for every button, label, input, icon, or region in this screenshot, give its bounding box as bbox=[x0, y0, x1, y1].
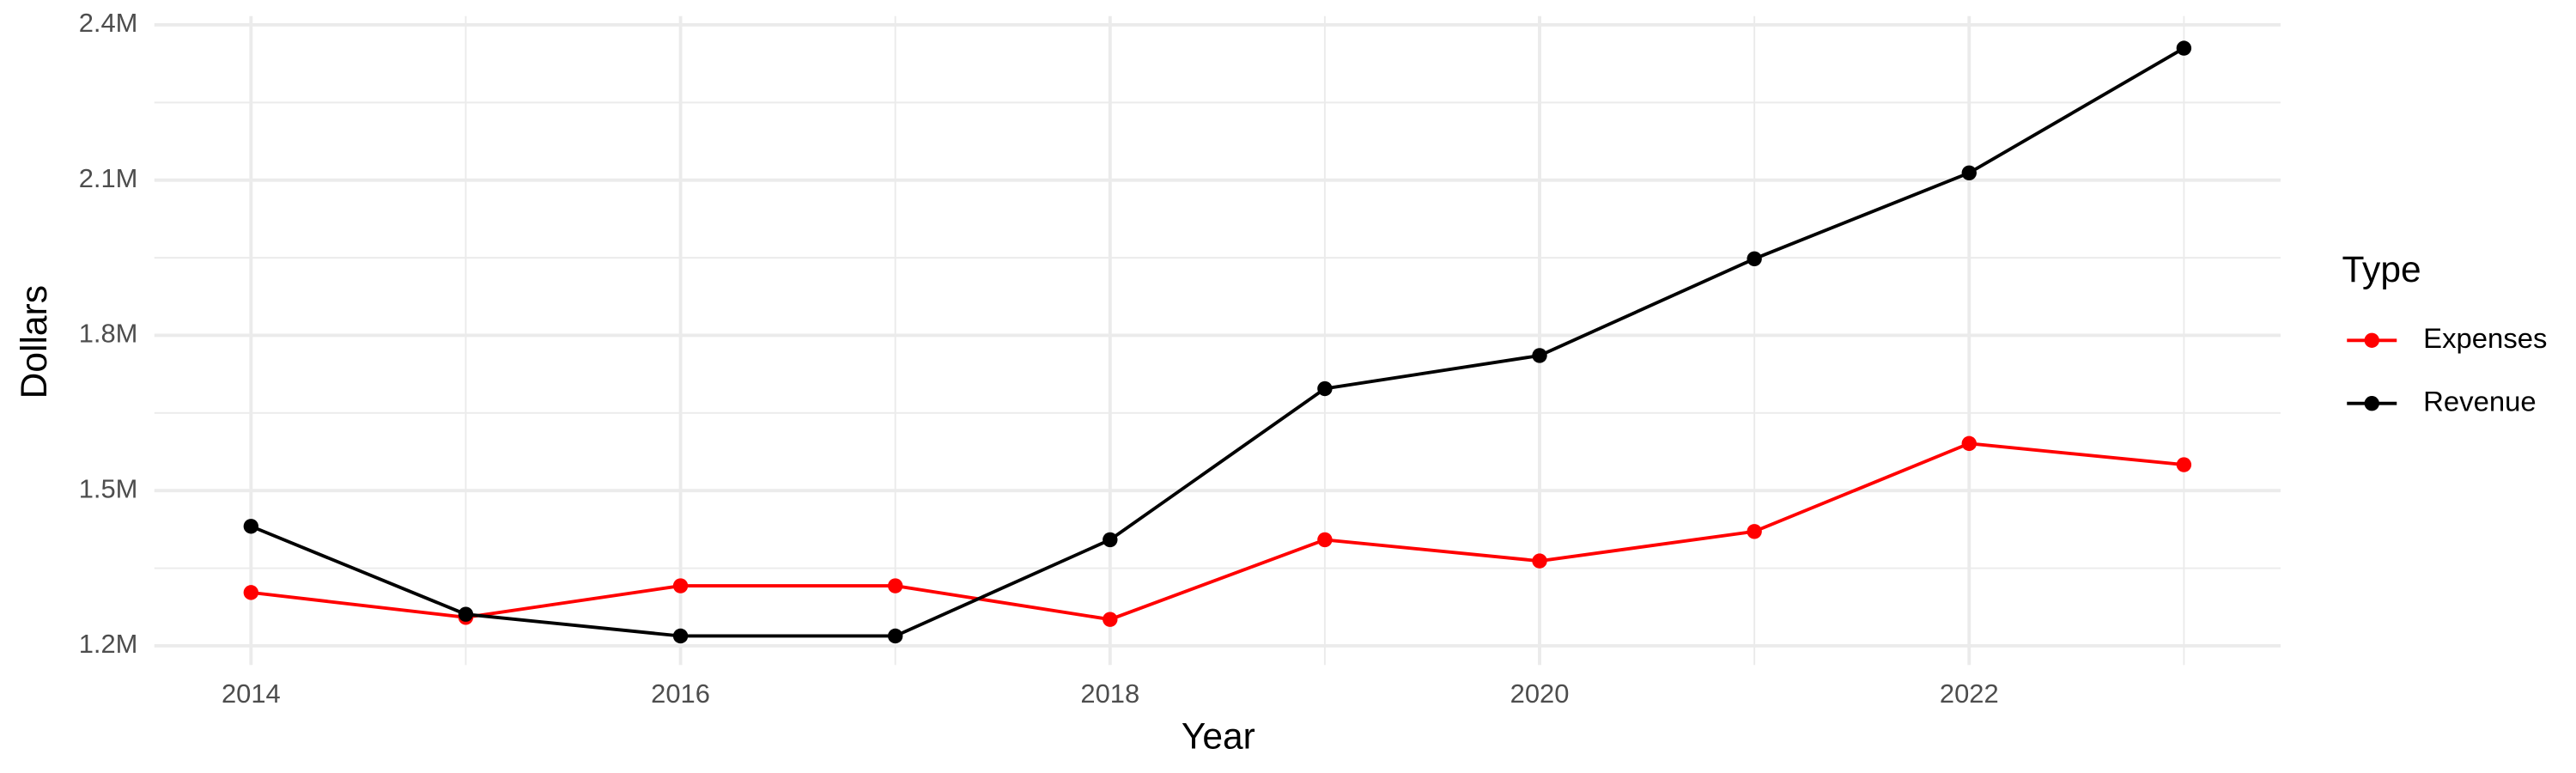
data-point bbox=[1532, 553, 1547, 569]
series-line bbox=[250, 46, 2185, 638]
data-point bbox=[2176, 40, 2192, 56]
data-point bbox=[672, 628, 689, 644]
data-point bbox=[2176, 457, 2192, 472]
data-point bbox=[243, 585, 259, 600]
y-tick-label: 1.8M bbox=[79, 319, 138, 349]
x-tick-label: 2020 bbox=[1510, 679, 1570, 709]
data-point bbox=[243, 519, 259, 534]
series-line bbox=[251, 441, 2184, 622]
y-tick-label: 2.1M bbox=[79, 163, 138, 193]
data-point bbox=[1532, 348, 1547, 363]
legend-swatch bbox=[2364, 396, 2379, 411]
y-axis-title: Dollars bbox=[15, 285, 55, 399]
data-point bbox=[1317, 380, 1333, 397]
x-tick-label: 2014 bbox=[222, 679, 281, 709]
legend-title: Type bbox=[2342, 250, 2421, 290]
legend-label: Expenses bbox=[2423, 322, 2547, 354]
data-point bbox=[887, 628, 903, 644]
data-point bbox=[1103, 532, 1118, 548]
legend-label: Revenue bbox=[2423, 385, 2537, 417]
data-point bbox=[887, 578, 903, 593]
data-point bbox=[1961, 435, 1977, 452]
data-point bbox=[1317, 532, 1333, 548]
data-point bbox=[1747, 524, 1762, 539]
data-point bbox=[458, 606, 474, 622]
x-axis-title: Year bbox=[1182, 716, 1255, 757]
data-point bbox=[672, 578, 689, 593]
y-tick-label: 2.4M bbox=[79, 8, 138, 38]
data-point bbox=[1961, 165, 1977, 180]
data-point bbox=[1103, 612, 1118, 627]
x-tick-label: 2016 bbox=[651, 679, 710, 709]
x-tick-label: 2018 bbox=[1080, 679, 1139, 709]
data-point bbox=[1747, 251, 1762, 266]
legend-swatch bbox=[2364, 332, 2379, 348]
y-tick-label: 1.5M bbox=[79, 473, 138, 503]
x-tick-label: 2022 bbox=[1940, 679, 1999, 709]
y-tick-label: 1.2M bbox=[79, 629, 138, 659]
